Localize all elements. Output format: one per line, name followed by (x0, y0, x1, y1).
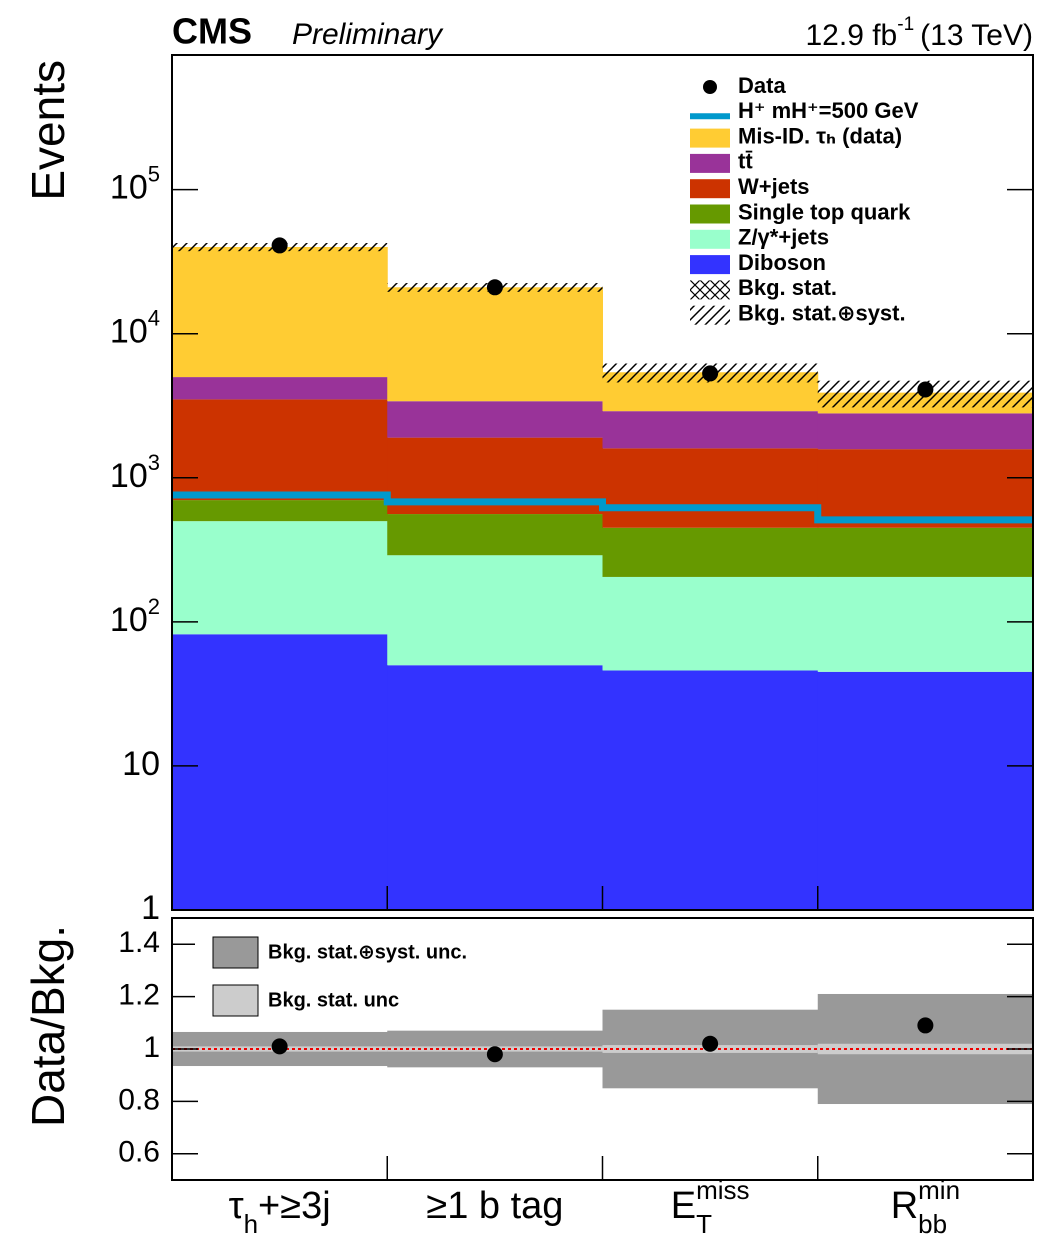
stack-segment (602, 576, 819, 671)
legend-label: Bkg. stat.⊕syst. (738, 301, 906, 326)
stack-segment (387, 401, 603, 438)
stack-segment (172, 399, 388, 501)
category-sup: miss (696, 1175, 749, 1205)
category-sub: T (696, 1209, 712, 1239)
ratio-point (486, 1046, 503, 1063)
ratio-stat-band (817, 1043, 1034, 1055)
legend-swatch (690, 179, 730, 199)
x-tick-label: τ h +≥3j (229, 1185, 331, 1239)
lumi-value: 12.9 fb (806, 19, 898, 52)
y-tick-label: 1.4 (118, 926, 160, 959)
y-tick-label: 1 (141, 889, 160, 927)
stack-segment (387, 555, 603, 666)
tick-base: 10 (110, 313, 148, 351)
y-axis-label: Events (22, 60, 74, 201)
legend-label: Bkg. stat. (738, 275, 837, 300)
tick-exp: 2 (148, 594, 160, 619)
legend-swatch (690, 280, 730, 300)
legend-label: Z/γ*+jets (738, 225, 829, 250)
stack-segment (817, 671, 1034, 910)
data-point (702, 365, 719, 382)
y-tick-label: 102 (110, 594, 160, 639)
legend-swatch (690, 229, 730, 249)
category-after: +≥3j (258, 1185, 331, 1227)
legend-swatch (690, 255, 730, 275)
stack-segment (817, 527, 1034, 577)
category-base: ≥1 b tag (426, 1185, 563, 1227)
tick-exp: 4 (148, 306, 160, 331)
lumi: 12.9 fb-1 (13 TeV) (806, 14, 1034, 52)
energy: (13 TeV) (920, 19, 1033, 52)
stack-segment (172, 246, 388, 378)
tick-exp: 5 (148, 161, 160, 186)
category-sub: bb (918, 1209, 947, 1239)
y-tick-label: 10 (122, 745, 160, 783)
legend-label: tt̄ (738, 149, 753, 174)
experiment: CMS (172, 11, 252, 52)
y-axis-label: Data/Bkg. (22, 925, 74, 1127)
y-tick-label: 0.6 (118, 1136, 160, 1169)
tick-base: 10 (110, 601, 148, 639)
legend-label: H⁺ mH⁺=500 GeV (738, 98, 919, 123)
category-sup: min (918, 1175, 960, 1205)
tick-base: 10 (110, 457, 148, 495)
stack-segment (602, 411, 819, 449)
tick-exp: 3 (148, 450, 160, 475)
legend-label: W+jets (738, 174, 810, 199)
stack-segment (602, 670, 819, 910)
ratio-point (271, 1038, 288, 1055)
data-point (271, 237, 288, 254)
stack-segment (172, 634, 388, 910)
y-tick-label: 103 (110, 450, 160, 495)
y-tick-label: 1 (143, 1031, 160, 1064)
category-base: τ (229, 1185, 244, 1227)
stack-segment (602, 527, 819, 577)
ratio-point (702, 1035, 719, 1052)
stack-segment (817, 576, 1034, 672)
category-sub: h (244, 1209, 258, 1239)
legend-swatch (212, 984, 259, 1017)
lumi-exp: -1 (897, 14, 914, 35)
legend-label: Single top quark (738, 199, 911, 224)
x-tick-label: ≥1 b tag (426, 1185, 563, 1227)
legend-swatch (690, 305, 730, 325)
legend-swatch (690, 204, 730, 224)
y-tick-label: 0.8 (118, 1083, 160, 1116)
y-tick-label: 105 (110, 161, 160, 206)
ratio-point (917, 1017, 934, 1034)
category-base: R (891, 1185, 918, 1227)
stack-segment (387, 665, 603, 910)
legend-swatch (690, 128, 730, 148)
tick-base: 10 (110, 169, 148, 207)
stack-segment (817, 449, 1034, 528)
stack-segment (817, 413, 1034, 450)
data-point (917, 381, 934, 398)
stack-segment (172, 377, 388, 400)
legend-label: Diboson (738, 250, 826, 275)
signal-line (172, 491, 1033, 524)
stack-segment (172, 521, 388, 635)
legend-label: Bkg. stat.⊕syst. unc. (268, 941, 467, 963)
y-tick-label: 1.2 (118, 979, 160, 1012)
legend-label: Mis-ID. τₕ (data) (738, 123, 902, 148)
stack-segment (172, 500, 388, 522)
category-base: E (671, 1185, 696, 1227)
legend-label: Data (738, 73, 786, 98)
status: Preliminary (292, 18, 444, 51)
legend-swatch (690, 153, 730, 173)
legend-data-marker (703, 80, 717, 94)
stack-segment (387, 514, 603, 556)
stack-segment (602, 448, 819, 528)
stack-segment (387, 287, 603, 402)
legend-label: Bkg. stat. unc (268, 989, 399, 1011)
y-tick-label: 104 (110, 306, 160, 351)
data-point (486, 279, 503, 296)
legend-swatch (212, 936, 259, 969)
